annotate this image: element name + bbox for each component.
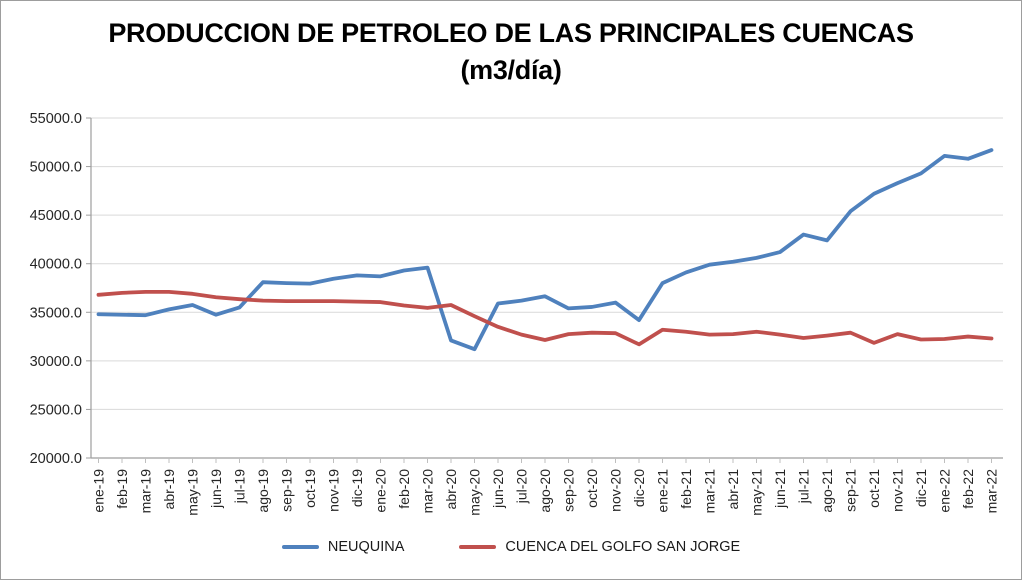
x-axis-label: ene-19 (91, 469, 107, 513)
x-axis-label: sep-19 (279, 469, 295, 512)
x-axis-label: oct-21 (866, 469, 882, 508)
chart-title-line1: PRODUCCION DE PETROLEO DE LAS PRINCIPALE… (108, 18, 914, 48)
x-axis-label: jul-20 (514, 469, 530, 504)
x-axis: ene-19 feb-19 mar-19 abr-19 may-19 jun-19 jul-… (91, 458, 1000, 516)
legend-item-cuenca-del-golfo-san-jorge: CUENCA DEL GOLFO SAN JORGE (459, 539, 740, 555)
legend-line-marker (459, 545, 497, 549)
x-axis-label: dic-19 (349, 469, 365, 507)
x-axis-label: ago-21 (819, 469, 835, 513)
x-axis-label: abr-19 (161, 469, 177, 510)
x-axis-label: jul-19 (232, 469, 248, 504)
y-axis-label: 50000.0 (30, 160, 82, 176)
x-axis-label: abr-21 (725, 469, 741, 510)
x-axis-label: nov-20 (608, 469, 624, 512)
y-axis: 20000.0 25000.0 30000.0 35000.0 40000.0 45000… (30, 111, 91, 467)
x-axis-label: may-19 (185, 469, 201, 516)
x-axis-label: jul-21 (796, 469, 812, 504)
legend-line-marker (281, 545, 319, 549)
x-axis-label: ago-19 (255, 469, 271, 513)
series-line-cuenca-del-golfo-san-jorge (96, 289, 994, 347)
chart-title-line2: (m3/día) (460, 55, 562, 85)
x-axis-label: may-21 (749, 469, 765, 516)
x-axis-label: oct-20 (584, 469, 600, 508)
y-axis-label: 45000.0 (30, 208, 82, 224)
y-axis-label: 35000.0 (30, 305, 82, 321)
x-axis-label: dic-20 (631, 469, 647, 507)
x-axis-label: oct-19 (302, 469, 318, 508)
x-axis-label: sep-21 (843, 469, 859, 512)
x-axis-label: sep-20 (561, 469, 577, 512)
series-line-neuquina (96, 148, 994, 352)
y-axis-label: 55000.0 (30, 111, 82, 127)
y-axis-label: 25000.0 (30, 402, 82, 418)
x-axis-label: ene-20 (373, 469, 389, 513)
x-axis-label: feb-20 (396, 469, 412, 509)
axes (90, 118, 1003, 459)
x-axis-label: mar-22 (984, 469, 1000, 514)
legend-label: CUENCA DEL GOLFO SAN JORGE (505, 539, 741, 555)
gridlines (91, 117, 1003, 459)
chart-legend: NEUQUINA CUENCA DEL GOLFO SAN JORGE (1, 539, 1021, 555)
x-axis-label: mar-19 (138, 469, 154, 514)
x-axis-label: mar-21 (702, 469, 718, 514)
x-axis-label: dic-21 (913, 469, 929, 507)
x-axis-label: jun-20 (490, 469, 506, 509)
y-axis-label: 30000.0 (30, 354, 82, 370)
chart-title: PRODUCCION DE PETROLEO DE LAS PRINCIPALE… (1, 15, 1021, 89)
x-axis-label: feb-22 (960, 469, 976, 509)
x-axis-label: abr-20 (443, 469, 459, 510)
x-axis-label: ago-20 (537, 469, 553, 513)
x-axis-label: nov-19 (326, 469, 342, 512)
x-axis-label: jun-21 (772, 469, 788, 509)
x-axis-label: ene-22 (937, 469, 953, 513)
x-axis-label: feb-19 (114, 469, 130, 509)
y-axis-label: 40000.0 (30, 257, 82, 273)
x-axis-label: nov-21 (890, 469, 906, 512)
legend-item-neuquina: NEUQUINA (281, 539, 405, 555)
x-axis-label: jun-19 (208, 469, 224, 509)
y-axis-label: 20000.0 (30, 451, 82, 467)
x-axis-label: feb-21 (678, 469, 694, 509)
x-axis-label: mar-20 (420, 469, 436, 514)
legend-label: NEUQUINA (327, 539, 405, 555)
x-axis-label: ene-21 (655, 469, 671, 513)
x-axis-label: may-20 (467, 469, 483, 516)
